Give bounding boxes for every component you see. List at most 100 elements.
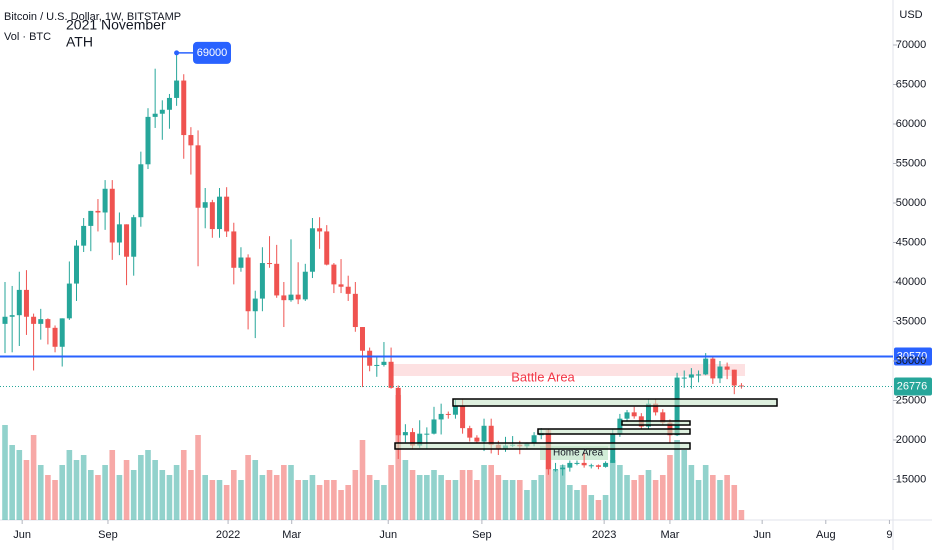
volume-bar xyxy=(216,480,223,520)
volume-bar xyxy=(352,470,359,520)
candle-body xyxy=(410,432,416,446)
candle-body xyxy=(581,462,587,466)
volume-bar xyxy=(388,465,394,520)
battle-area-label: Battle Area xyxy=(511,369,575,384)
volume-bar xyxy=(109,450,116,520)
volume-bar xyxy=(516,480,523,520)
candle-body xyxy=(145,116,151,165)
candle-body xyxy=(588,465,594,467)
volume-bar xyxy=(609,460,616,520)
candle-body xyxy=(345,286,351,294)
candle-body xyxy=(302,271,308,300)
x-tick-label: Mar xyxy=(660,529,679,541)
volume-bar xyxy=(674,440,680,520)
volume-bar xyxy=(624,475,630,520)
candle-body xyxy=(481,425,487,442)
volume-bar xyxy=(309,475,316,520)
volume-bar xyxy=(538,475,545,520)
candle-body xyxy=(66,283,72,319)
volume-bar xyxy=(402,460,409,520)
zone-box xyxy=(621,420,691,426)
volume-bar xyxy=(366,475,373,520)
candle-body xyxy=(660,412,666,423)
candle-body xyxy=(731,369,737,386)
volume-bar xyxy=(474,480,480,520)
volume-bar xyxy=(316,485,323,520)
volume-bar xyxy=(552,470,559,520)
y-tick-label: 40000 xyxy=(896,276,927,288)
y-tick-label: 65000 xyxy=(896,78,927,90)
candle-body xyxy=(281,295,287,301)
volume-bar xyxy=(95,475,101,520)
volume-bar xyxy=(45,475,51,520)
candle-body xyxy=(317,228,323,232)
candle-body xyxy=(109,188,115,243)
volume-bar xyxy=(502,480,509,520)
volume-bar xyxy=(173,465,180,520)
volume-bar xyxy=(717,480,723,520)
candle-body xyxy=(724,366,730,370)
candle-body xyxy=(710,358,716,379)
volume-bar xyxy=(295,480,301,520)
candle-body xyxy=(267,263,273,265)
volume-bar xyxy=(581,485,587,520)
volume-bar xyxy=(238,480,244,520)
y-tick-label: 35000 xyxy=(896,315,927,327)
y-tick-label: 25000 xyxy=(896,394,927,406)
candle-body xyxy=(460,406,466,429)
candle-body xyxy=(23,289,29,317)
volume-bar xyxy=(531,480,537,520)
volume-bar xyxy=(80,455,87,520)
volume-bar xyxy=(702,465,709,520)
candle-body xyxy=(717,366,723,379)
y-tick-label: 60000 xyxy=(896,118,927,130)
x-tick-label: Jun xyxy=(379,529,397,541)
candle-body xyxy=(681,377,687,379)
volume-bar xyxy=(602,495,609,520)
volume-bar xyxy=(88,470,94,520)
volume-layer xyxy=(2,395,745,520)
volume-bar xyxy=(16,450,23,520)
volume-bar xyxy=(659,475,666,520)
volume-bar xyxy=(359,440,366,520)
price-tag xyxy=(894,347,932,366)
candle-body xyxy=(567,462,573,468)
volume-bar xyxy=(302,480,309,520)
volume-bar xyxy=(559,465,566,520)
candle-body xyxy=(81,225,87,246)
y-tick-label: 15000 xyxy=(896,473,927,485)
volume-bar xyxy=(595,500,602,520)
volume-bar xyxy=(202,475,208,520)
candle-body xyxy=(324,231,330,265)
volume-title: Vol · BTC xyxy=(4,31,51,43)
candle-body xyxy=(116,224,122,243)
volume-bar xyxy=(323,480,330,520)
volume-bar xyxy=(145,450,151,520)
volume-bar xyxy=(180,450,187,520)
volume-bar xyxy=(2,425,8,520)
candle-body xyxy=(560,467,566,470)
annotation: 2021 November xyxy=(66,17,166,33)
volume-bar xyxy=(52,480,58,520)
overlay-layer: 30570 26776 69000 xyxy=(0,41,932,396)
volume-bar xyxy=(166,475,173,520)
price-tag-label: 26776 xyxy=(897,380,928,392)
volume-bar xyxy=(273,475,280,520)
volume-bar xyxy=(574,490,580,520)
volume-bar xyxy=(252,460,259,520)
volume-bar xyxy=(495,475,502,520)
candle-body xyxy=(467,428,473,438)
candle-body xyxy=(331,264,337,285)
volume-bar xyxy=(159,470,166,520)
ath-dot xyxy=(174,50,180,56)
volume-bar xyxy=(73,460,80,520)
zone-box xyxy=(452,398,778,407)
candle-body xyxy=(488,425,494,445)
candle-body xyxy=(52,327,58,347)
candle-body xyxy=(645,403,651,427)
volume-bar xyxy=(545,430,552,520)
volume-bar xyxy=(459,470,466,520)
candle-body xyxy=(595,465,601,467)
candle-body xyxy=(545,432,551,470)
